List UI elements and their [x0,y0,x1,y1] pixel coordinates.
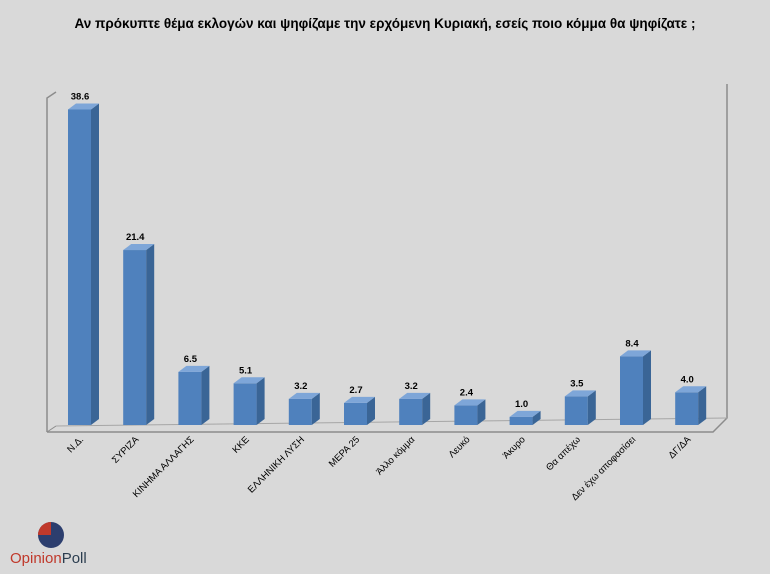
bar-front [399,398,423,425]
bar-top [288,392,320,399]
bar-side [256,377,265,425]
bar-front [564,396,588,425]
bar-side [643,350,651,425]
tick-label: Θα απέχω [544,434,583,473]
chart-title: Αν πρόκυπτε θέμα εκλογών και ψηφίζαμε τη… [74,16,696,31]
bar-side [201,365,210,425]
bar [454,399,486,425]
value-label: 3.5 [570,378,584,389]
logo-text: OpinionPoll [10,550,87,567]
bar [509,410,541,425]
bar [620,350,651,425]
tick-label: Ν.Δ. [65,434,86,455]
bar-front [288,398,312,425]
chart-frame [46,84,728,433]
bar [68,103,99,425]
bar-front [675,392,699,425]
bar-front [178,371,202,425]
tick-label: ΕΛΛΗΝΙΚΗ ΛΥΣΗ [246,434,307,495]
value-labels-group: 38.6 21.4 6.5 5.1 3.2 2.7 3.2 2.4 1.0 3.5 8.4 4.0 [71,91,694,409]
bar-top [68,103,99,110]
bar-front [454,405,478,425]
tick-label: Λευκό [447,434,473,460]
value-label: 3.2 [405,381,418,392]
logo-text-opinion: Opinion [10,550,62,567]
bar-front [620,356,643,425]
bar-top [399,392,431,399]
bar-top [509,410,541,417]
value-label: 5.1 [239,365,253,376]
bar [123,244,155,425]
bar-top [178,365,210,372]
tick-label: Άλλο κόμμα [374,434,417,477]
bar-front [123,250,147,425]
bar [233,377,265,425]
bar-top [675,386,707,393]
bar-side [532,410,541,425]
bar [399,392,431,425]
value-label: 1.0 [515,399,528,410]
bar-front [509,416,533,425]
bar [675,386,707,425]
bar-side [698,386,707,425]
value-label: 8.4 [625,338,639,349]
bar-side [146,244,155,425]
value-label: 38.6 [71,91,90,102]
bar [288,392,320,425]
tick-label: ΔΓ/ΔΑ [667,434,694,461]
bar-front [344,402,367,425]
bar-side [477,399,486,425]
value-label: 2.4 [460,387,474,398]
logo-text-poll: Poll [61,550,87,567]
tick-label: ΚΙΝΗΜΑ ΑΛΛΑΓΗΣ [131,434,197,500]
tick-label: ΣΥΡΙΖΑ [110,434,142,466]
bar [344,396,375,425]
value-label: 21.4 [126,232,145,243]
opinionpoll-logo: OpinionPoll [10,520,130,570]
tick-label: ΚΚΕ [230,434,251,455]
value-label: 2.7 [349,385,362,396]
bar-front [233,383,257,425]
bar [564,390,596,425]
value-label: 4.0 [681,374,694,385]
bars-group [68,103,707,425]
bar-front [68,109,91,425]
tick-label: Άκυρο [501,434,528,461]
bar [178,365,210,425]
bar-top [233,377,265,384]
tick-label: ΜΕΡΑ 25 [327,434,362,469]
bar-top [564,390,596,397]
bar-side [311,392,320,425]
logo-mark-icon [38,522,64,548]
value-label: 3.2 [294,381,307,392]
bar-side [422,392,431,425]
value-label: 6.5 [184,354,198,365]
bar-side [587,390,596,425]
bar-side [91,103,99,425]
bar-top [344,396,375,403]
bar-top [454,399,486,406]
bar-top [123,244,155,251]
bar-top [620,350,651,357]
bar-side [367,396,375,425]
